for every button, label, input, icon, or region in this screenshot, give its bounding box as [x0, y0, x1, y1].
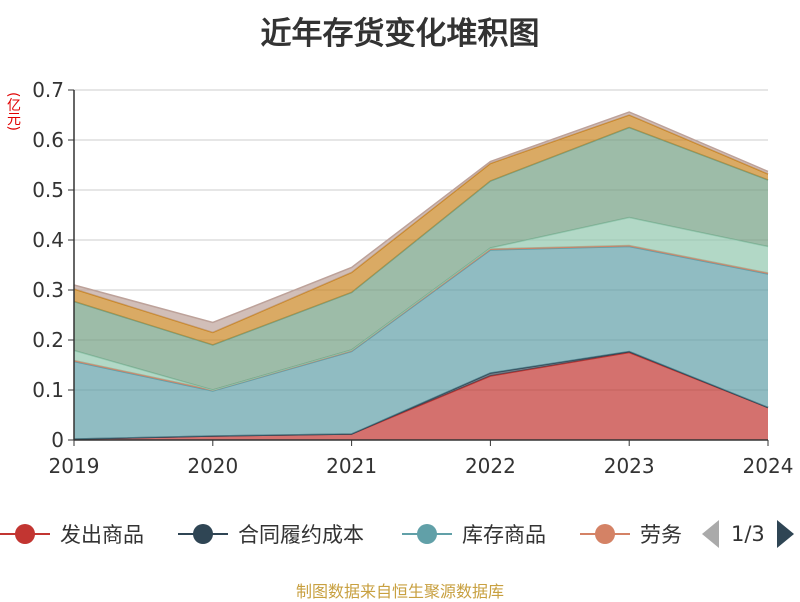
line-series-7 [73, 111, 769, 324]
legend-item[interactable]: 发出商品 [0, 516, 144, 552]
legend-item[interactable]: 劳务 [580, 516, 682, 552]
x-tick-label: 2020 [187, 454, 238, 478]
legend-label: 劳务 [640, 523, 682, 547]
x-tick-label: 2019 [49, 454, 100, 478]
y-tick-label: 0.4 [32, 228, 64, 252]
legend-label: 库存商品 [462, 523, 546, 547]
area-layers [73, 111, 769, 440]
legend-label: 发出商品 [60, 523, 144, 547]
y-unit-label: (亿元) [5, 92, 21, 131]
legend-items: 发出商品 合同履约成本 库存商品 劳务 [0, 516, 690, 552]
y-tick-label: 0.2 [32, 328, 64, 352]
legend: 发出商品 合同履约成本 库存商品 劳务 1/3 [0, 516, 800, 552]
y-tick-label: 0.5 [32, 178, 64, 202]
y-tick-label: 0.1 [32, 378, 64, 402]
legend-pager: 1/3 [702, 516, 794, 552]
legend-marker-icon [0, 524, 50, 544]
x-tick-label: 2023 [604, 454, 655, 478]
chart-title: 近年存货变化堆积图 [260, 16, 540, 52]
area-series-3 [74, 245, 768, 391]
legend-next-page-icon[interactable] [776, 520, 794, 548]
legend-item[interactable]: 库存商品 [402, 516, 546, 552]
legend-label: 合同履约成本 [238, 523, 364, 547]
x-tick-label: 2024 [743, 454, 794, 478]
area-series-6 [74, 115, 768, 345]
legend-item[interactable]: 合同履约成本 [178, 516, 364, 552]
legend-marker-icon [178, 524, 228, 544]
y-tick-label: 0.7 [32, 78, 64, 102]
legend-page-indicator: 1/3 [731, 522, 765, 546]
area-series-0 [74, 352, 768, 440]
legend-prev-page-icon[interactable] [702, 520, 719, 548]
x-tick-label: 2021 [326, 454, 377, 478]
axes [73, 90, 768, 441]
y-axis-ticks: 0 0.1 0.2 0.3 0.4 0.5 0.6 0.7 [32, 78, 74, 452]
y-tick-label: 0.3 [32, 278, 64, 302]
area-series-2 [74, 246, 768, 439]
x-tick-label: 2022 [465, 454, 516, 478]
data-source-note: 制图数据来自恒生聚源数据库 [295, 582, 504, 601]
y-tick-label: 0 [51, 428, 64, 452]
y-tick-label: 0.6 [32, 128, 64, 152]
x-axis-ticks: 2019 2020 2021 2022 2023 2024 [49, 440, 794, 478]
legend-marker-icon [402, 524, 452, 544]
area-series-7 [74, 112, 768, 333]
area-series-4 [74, 217, 768, 390]
legend-marker-icon [580, 524, 630, 544]
area-series-5 [74, 127, 768, 390]
